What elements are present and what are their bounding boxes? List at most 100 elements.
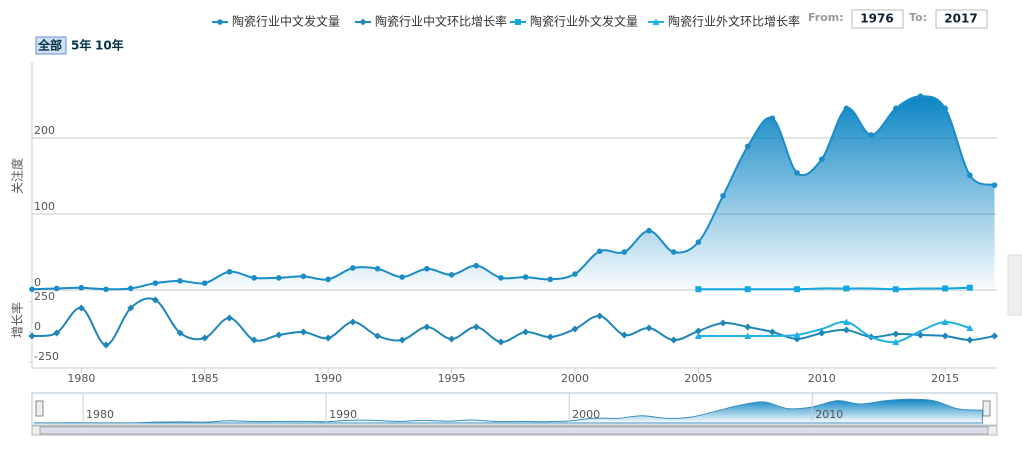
- y-tick-label: 0: [34, 276, 41, 289]
- range-button[interactable]: 10年: [95, 38, 124, 53]
- marker: [645, 324, 653, 332]
- x-tick-label: 1995: [438, 372, 466, 385]
- marker: [868, 132, 874, 138]
- marker: [768, 328, 776, 336]
- marker: [769, 115, 776, 122]
- marker: [546, 333, 554, 341]
- marker: [201, 280, 208, 286]
- marker: [547, 276, 554, 283]
- marker: [127, 304, 135, 312]
- x-tick-label: 2015: [931, 372, 959, 385]
- y-axis-title: 关注度: [10, 158, 25, 194]
- marker: [694, 332, 702, 339]
- marker: [892, 330, 900, 338]
- marker: [522, 328, 530, 336]
- from-label: From:: [808, 11, 844, 24]
- series-line: [31, 95, 995, 291]
- marker: [744, 286, 751, 293]
- marker: [572, 271, 578, 277]
- x-tick-label: 2000: [561, 372, 589, 385]
- scrollbar-thumb[interactable]: [39, 426, 989, 435]
- marker: [498, 275, 504, 281]
- from-value[interactable]: 1976: [860, 12, 893, 26]
- navigator-handle[interactable]: [982, 400, 991, 417]
- marker: [991, 182, 998, 188]
- marker: [842, 318, 850, 326]
- marker: [276, 275, 282, 281]
- marker: [324, 334, 332, 342]
- y-tick-label: 200: [34, 124, 55, 137]
- x-tick-label: 1980: [67, 372, 95, 385]
- marker: [720, 192, 726, 199]
- range-button-active[interactable]: [35, 36, 67, 55]
- marker: [300, 273, 307, 280]
- marker: [652, 18, 660, 25]
- series-line: [31, 297, 995, 346]
- marker: [201, 334, 209, 342]
- to-value[interactable]: 2017: [944, 12, 977, 26]
- marker: [966, 284, 973, 291]
- navigator-area: [33, 398, 983, 424]
- x-tick-label: 2010: [808, 372, 836, 385]
- to-input[interactable]: [935, 9, 988, 29]
- marker: [103, 286, 109, 293]
- marker: [399, 274, 406, 280]
- marker: [621, 249, 628, 255]
- navigator-handle[interactable]: [35, 400, 44, 417]
- marker: [670, 249, 677, 255]
- navigator-tick-label: 2000: [572, 408, 600, 421]
- marker: [942, 285, 949, 292]
- marker: [177, 278, 183, 284]
- marker: [695, 286, 702, 293]
- legend-label: 陶瓷行业外文发文量: [530, 14, 638, 29]
- marker: [620, 331, 628, 339]
- range-button[interactable]: 5年: [71, 38, 91, 53]
- marker: [225, 314, 233, 322]
- marker: [472, 323, 480, 331]
- marker: [127, 285, 134, 292]
- navigator-tick-label: 1980: [86, 408, 114, 421]
- marker: [596, 312, 604, 320]
- marker: [176, 329, 184, 337]
- marker: [448, 335, 456, 343]
- marker: [29, 286, 35, 293]
- marker: [991, 332, 999, 340]
- marker: [571, 325, 579, 333]
- marker: [916, 331, 924, 339]
- marker: [53, 285, 60, 292]
- marker: [966, 336, 974, 344]
- marker: [152, 280, 159, 286]
- marker: [967, 172, 973, 179]
- marker: [793, 331, 801, 338]
- marker: [250, 336, 258, 344]
- marker: [424, 265, 430, 272]
- marker: [966, 324, 974, 332]
- marker: [941, 332, 949, 340]
- y2-tick-label: 0: [34, 320, 41, 333]
- x-tick-label: 1990: [314, 372, 342, 385]
- side-tab[interactable]: [1007, 254, 1022, 316]
- from-input[interactable]: [851, 9, 904, 29]
- marker: [350, 265, 356, 271]
- marker: [942, 105, 948, 112]
- x-tick-label: 1985: [191, 372, 219, 385]
- marker: [251, 275, 257, 281]
- marker: [325, 276, 331, 283]
- legend-label: 陶瓷行业中文环比增长率: [375, 14, 507, 29]
- marker: [53, 329, 61, 337]
- marker: [646, 227, 652, 234]
- marker: [794, 286, 801, 293]
- marker: [596, 248, 603, 255]
- marker: [77, 304, 85, 312]
- marker: [151, 296, 159, 304]
- marker: [892, 338, 900, 345]
- marker: [515, 19, 521, 25]
- marker: [226, 268, 233, 275]
- range-button[interactable]: 全部: [37, 38, 62, 53]
- marker: [941, 318, 949, 326]
- marker: [893, 105, 899, 112]
- marker: [694, 327, 702, 335]
- navigator-tick-label: 1990: [329, 408, 357, 421]
- legend-label: 陶瓷行业外文环比增长率: [668, 14, 800, 29]
